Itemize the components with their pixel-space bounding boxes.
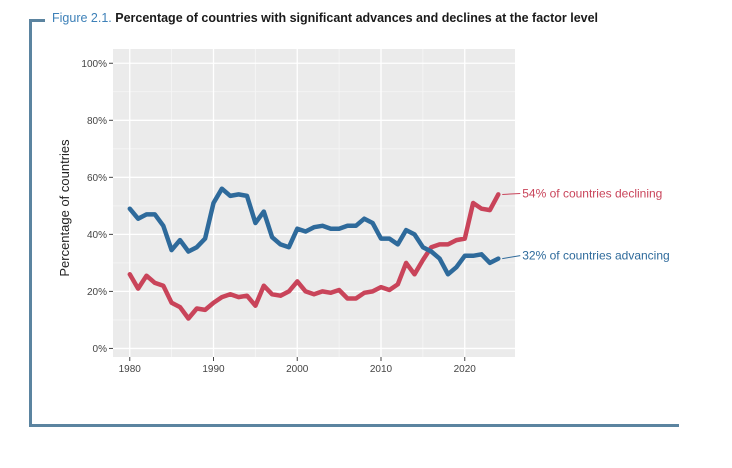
frame-top-border	[29, 19, 45, 22]
annotation-label-declining: 54% of countries declining	[522, 186, 662, 200]
series-lines	[127, 186, 501, 321]
x-tick-label: 2020	[454, 364, 477, 375]
annotation-label-advancing: 32% of countries advancing	[522, 249, 669, 263]
y-axis-label: Percentage of countries	[57, 139, 72, 277]
figure-title-text: Percentage of countries with significant…	[115, 11, 599, 25]
y-tick-label: 60%	[87, 173, 107, 184]
plot-background	[113, 49, 515, 357]
x-tick-label: 1980	[119, 364, 142, 375]
annotation-leader-declining	[502, 192, 521, 195]
x-tick-label: 2000	[286, 364, 309, 375]
series-line-advancing	[127, 186, 501, 277]
annotation-leader-advancing	[502, 255, 521, 260]
frame-bottom-border	[29, 424, 679, 427]
series-annotations: 54% of countries declining 32% of countri…	[502, 186, 670, 263]
y-tick-label: 0%	[93, 344, 108, 355]
y-tick-label: 100%	[81, 59, 107, 70]
axes: 0% 20% 40% 60% 80% 100% 1980 1990 2000 2010 2020	[81, 59, 476, 375]
series-line-declining	[127, 192, 501, 321]
figure-title: Figure 2.1. Percentage of countries with…	[52, 11, 598, 25]
y-tick-label: 20%	[87, 287, 107, 298]
y-tick-label: 80%	[87, 116, 107, 127]
x-tick-label: 1990	[202, 364, 225, 375]
frame-left-border	[29, 19, 32, 427]
figure-label: Figure 2.1.	[52, 11, 112, 25]
x-tick-label: 2010	[370, 364, 393, 375]
y-tick-label: 40%	[87, 230, 107, 241]
